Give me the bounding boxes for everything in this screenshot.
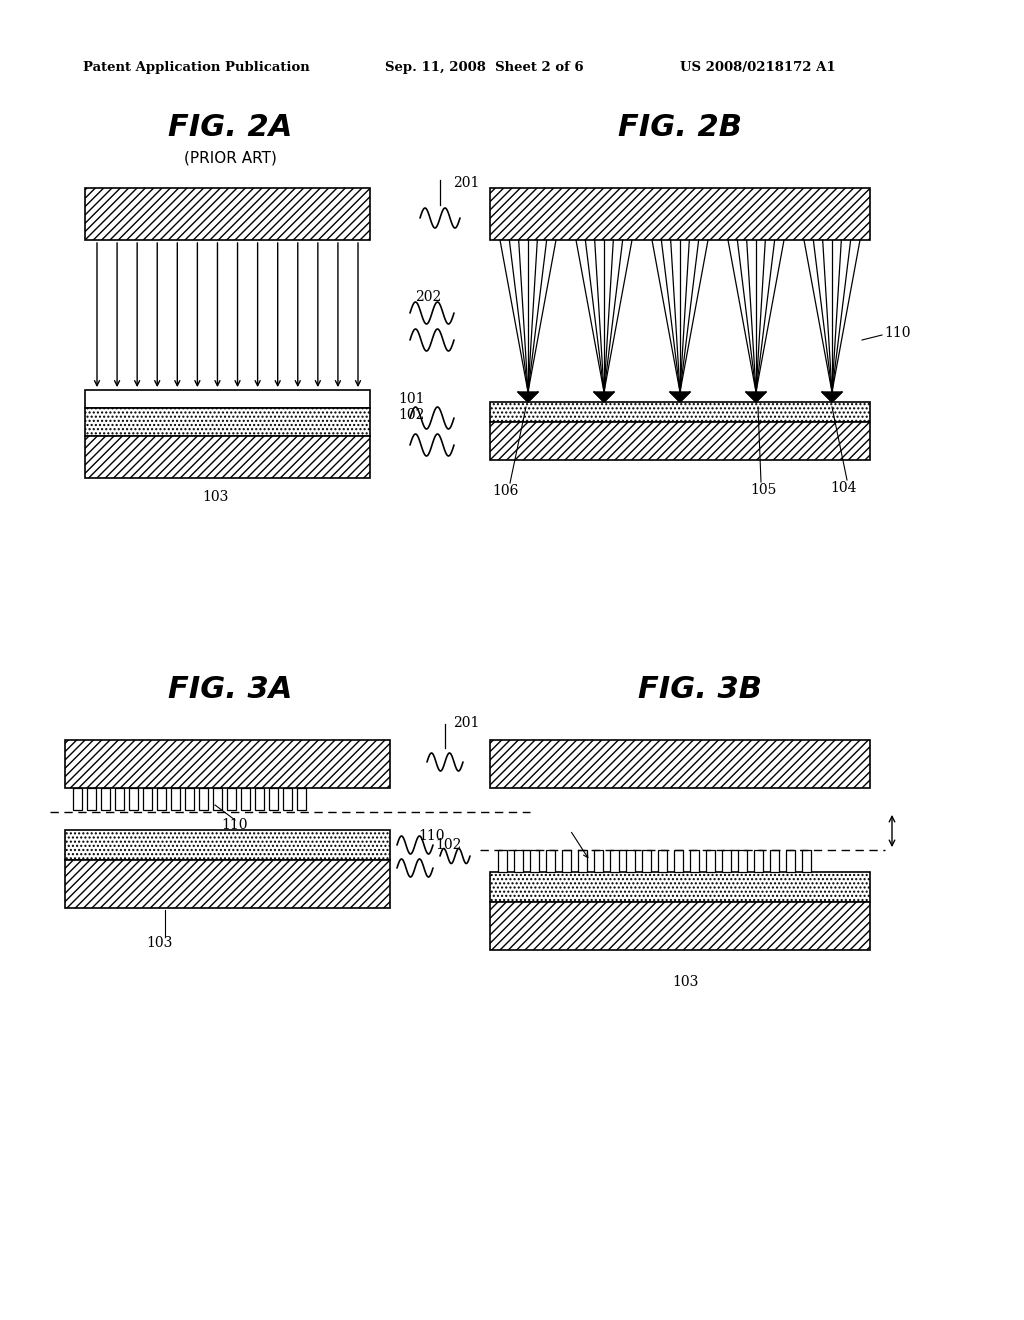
Bar	[578, 850, 587, 873]
Bar	[101, 788, 110, 810]
Bar	[185, 788, 194, 810]
Bar	[129, 788, 138, 810]
Bar	[786, 850, 795, 873]
Text: 110: 110	[884, 326, 910, 341]
Text: 102: 102	[435, 838, 462, 851]
Text: FIG. 2B: FIG. 2B	[618, 114, 742, 143]
Text: 110: 110	[419, 829, 445, 843]
Bar	[199, 788, 208, 810]
Bar	[530, 850, 539, 873]
Text: FIG. 3A: FIG. 3A	[168, 676, 292, 705]
Polygon shape	[594, 392, 614, 403]
Bar	[690, 850, 699, 873]
Bar	[157, 788, 166, 810]
Bar	[297, 788, 306, 810]
Text: (PRIOR ART): (PRIOR ART)	[183, 150, 276, 165]
Text: 101: 101	[398, 392, 425, 407]
Bar	[85, 436, 370, 478]
Text: Sep. 11, 2008  Sheet 2 of 6: Sep. 11, 2008 Sheet 2 of 6	[385, 62, 584, 74]
Bar	[85, 187, 370, 240]
Bar	[87, 788, 96, 810]
Text: 201: 201	[453, 176, 479, 190]
Bar	[65, 741, 390, 788]
Text: FIG. 3B: FIG. 3B	[638, 676, 762, 705]
Bar	[626, 850, 635, 873]
Text: Patent Application Publication: Patent Application Publication	[83, 62, 309, 74]
Bar	[802, 850, 811, 873]
Bar	[283, 788, 292, 810]
Bar	[255, 788, 264, 810]
Bar	[642, 850, 651, 873]
Bar	[706, 850, 715, 873]
Bar	[73, 788, 82, 810]
Text: 106: 106	[493, 484, 519, 498]
Bar	[490, 873, 870, 902]
Bar	[85, 408, 370, 436]
Bar	[115, 788, 124, 810]
Bar	[498, 850, 507, 873]
Bar	[490, 741, 870, 788]
Bar	[514, 850, 523, 873]
Bar	[770, 850, 779, 873]
Text: 103: 103	[202, 490, 228, 504]
Bar	[65, 861, 390, 908]
Bar	[269, 788, 278, 810]
Bar	[213, 788, 222, 810]
Text: 104: 104	[830, 480, 857, 495]
Polygon shape	[670, 392, 690, 403]
Bar	[85, 389, 370, 408]
Text: 202: 202	[415, 290, 441, 304]
Bar	[658, 850, 667, 873]
Bar	[227, 788, 236, 810]
Bar	[610, 850, 618, 873]
Text: US 2008/0218172 A1: US 2008/0218172 A1	[680, 62, 836, 74]
Polygon shape	[518, 392, 538, 403]
Text: 102: 102	[398, 408, 424, 422]
Bar	[738, 850, 746, 873]
Bar	[562, 850, 571, 873]
Bar	[546, 850, 555, 873]
Bar	[241, 788, 250, 810]
Text: 103: 103	[672, 975, 698, 989]
Bar	[65, 830, 390, 861]
Text: 110: 110	[222, 818, 248, 832]
Bar	[722, 850, 731, 873]
Bar	[490, 902, 870, 950]
Bar	[490, 422, 870, 459]
Bar	[674, 850, 683, 873]
Bar	[594, 850, 603, 873]
Bar	[490, 403, 870, 422]
Text: 201: 201	[453, 715, 479, 730]
Bar	[171, 788, 180, 810]
Text: 103: 103	[146, 936, 173, 950]
Text: FIG. 2A: FIG. 2A	[168, 114, 292, 143]
Text: 105: 105	[751, 483, 777, 498]
Polygon shape	[746, 392, 766, 403]
Bar	[143, 788, 152, 810]
Polygon shape	[822, 392, 842, 403]
Bar	[754, 850, 763, 873]
Bar	[490, 187, 870, 240]
